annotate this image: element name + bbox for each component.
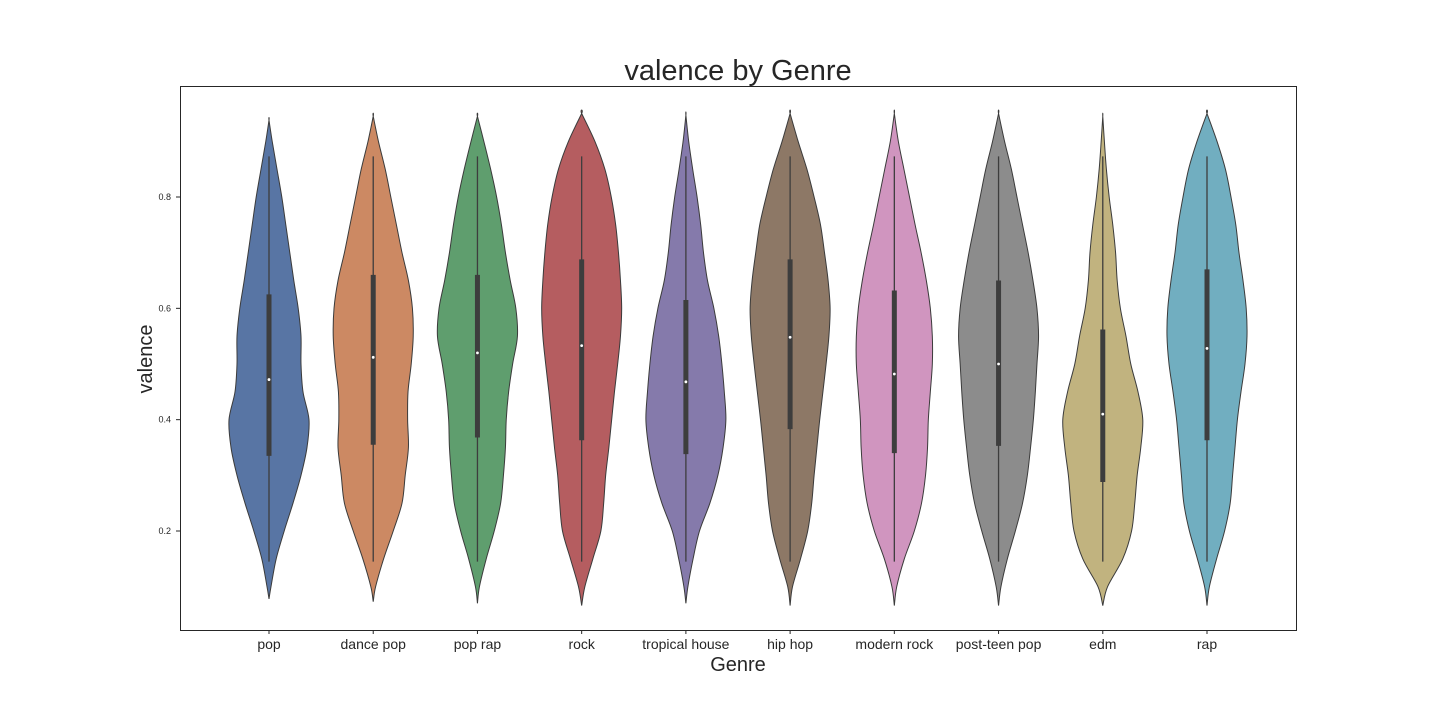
median-marker bbox=[476, 351, 479, 355]
y-tick-label: 0.6 bbox=[158, 303, 171, 313]
x-tick-label: modern rock bbox=[855, 636, 934, 652]
y-axis: 0.2 0.4 0.6 0.8 bbox=[158, 192, 181, 536]
violin-group bbox=[749, 109, 831, 606]
y-tick-label: 0.8 bbox=[158, 192, 171, 202]
violin-group bbox=[436, 112, 519, 604]
violin-group bbox=[228, 117, 310, 599]
x-tick-label: rap bbox=[1197, 636, 1217, 652]
median-marker bbox=[1101, 412, 1105, 416]
x-tick-label: pop rap bbox=[454, 636, 502, 652]
x-axis: pop dance pop pop rap rock tropical house hip… bbox=[257, 630, 1217, 652]
median-marker bbox=[267, 378, 271, 381]
chart-title: valence by Genre bbox=[624, 55, 851, 87]
violin-group bbox=[541, 109, 623, 606]
median-marker bbox=[1205, 347, 1209, 350]
median-marker bbox=[788, 335, 792, 339]
plot-frame bbox=[180, 86, 1297, 631]
median-marker bbox=[892, 372, 896, 376]
violin-group bbox=[958, 109, 1040, 606]
x-tick-label: post-teen pop bbox=[956, 636, 1042, 652]
violin-group bbox=[332, 112, 414, 602]
violin-group bbox=[645, 111, 727, 604]
x-tick-label: tropical house bbox=[642, 636, 729, 652]
median-marker bbox=[371, 355, 375, 359]
x-tick-label: edm bbox=[1089, 636, 1116, 652]
x-tick-label: hip hop bbox=[767, 636, 813, 652]
x-tick-label: dance pop bbox=[341, 636, 407, 652]
x-axis-label: Genre bbox=[710, 654, 766, 676]
x-tick-label: rock bbox=[568, 636, 595, 652]
x-tick-label: pop bbox=[257, 636, 281, 652]
y-tick-label: 0.2 bbox=[158, 526, 171, 536]
violin-group bbox=[1062, 112, 1144, 606]
violins-layer bbox=[228, 109, 1248, 606]
median-marker bbox=[997, 362, 1000, 366]
y-tick-label: 0.4 bbox=[158, 415, 171, 425]
violin-group bbox=[855, 109, 934, 606]
y-axis-label: valence bbox=[135, 325, 157, 394]
median-marker bbox=[684, 380, 688, 384]
violin-group bbox=[1166, 109, 1248, 606]
median-marker bbox=[580, 344, 584, 348]
